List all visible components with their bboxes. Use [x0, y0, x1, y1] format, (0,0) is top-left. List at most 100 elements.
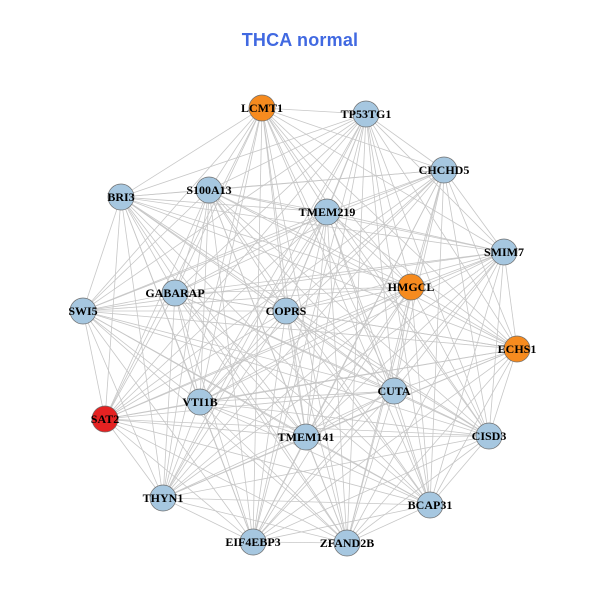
edge-SMIM7-GABARAP	[174, 251, 505, 294]
edge-TP53TG1-CISD3	[365, 113, 490, 437]
edge-SWI5-ZFAND2B	[82, 310, 348, 544]
edge-TMEM219-THYN1	[162, 211, 328, 499]
edge-SMIM7-CISD3	[488, 251, 505, 437]
edge-ECHS1-CISD3	[488, 348, 518, 437]
node-label-EIF4EBP3: EIF4EBP3	[225, 535, 280, 549]
edge-ECHS1-ZFAND2B	[346, 348, 518, 544]
edge-LCMT1-COPRS	[261, 107, 287, 312]
node-label-ZFAND2B: ZFAND2B	[320, 536, 374, 550]
edge-BRI3-ECHS1	[120, 196, 518, 350]
edge-CUTA-VTI1B	[199, 390, 395, 403]
edge-GABARAP-EIF4EBP3	[174, 292, 254, 543]
edge-BRI3-SMIM7	[120, 196, 505, 253]
edge-VTI1B-BCAP31	[199, 401, 431, 506]
edge-HMGCL-CISD3	[410, 286, 490, 437]
edge-BCAP31-EIF4EBP3	[252, 504, 431, 543]
edge-S100A13-SMIM7	[208, 189, 505, 253]
node-GABARAP	[161, 279, 189, 307]
edge-TMEM141-BCAP31	[305, 436, 431, 506]
edge-S100A13-CISD3	[208, 189, 490, 437]
edge-TP53TG1-GABARAP	[174, 113, 367, 294]
edge-SWI5-CISD3	[82, 310, 490, 437]
edge-SWI5-SAT2	[82, 310, 106, 420]
edge-TP53TG1-CHCHD5	[365, 113, 445, 171]
edge-SMIM7-ZFAND2B	[346, 251, 505, 544]
node-label-SAT2: SAT2	[91, 412, 119, 426]
edge-COPRS-TMEM141	[285, 310, 307, 438]
edge-ECHS1-EIF4EBP3	[252, 348, 518, 543]
edge-CHCHD5-SMIM7	[443, 169, 505, 253]
edge-TP53TG1-BRI3	[120, 113, 367, 198]
edge-LCMT1-VTI1B	[199, 107, 263, 403]
edge-GABARAP-HMGCL	[174, 286, 412, 294]
edge-LCMT1-HMGCL	[261, 107, 412, 288]
edge-BRI3-TMEM219	[120, 196, 328, 213]
edge-BRI3-ZFAND2B	[120, 196, 348, 544]
edge-TMEM219-ZFAND2B	[326, 211, 348, 544]
node-S100A13	[195, 176, 223, 204]
edge-THYN1-EIF4EBP3	[162, 497, 254, 543]
edge-SMIM7-VTI1B	[199, 251, 505, 403]
edge-BCAP31-ZFAND2B	[346, 504, 431, 544]
edge-HMGCL-ECHS1	[410, 286, 518, 350]
edge-CHCHD5-ECHS1	[443, 169, 518, 350]
edge-TP53TG1-HMGCL	[365, 113, 412, 288]
edge-TP53TG1-ZFAND2B	[346, 113, 367, 544]
edge-GABARAP-BCAP31	[174, 292, 431, 506]
edge-ECHS1-CUTA	[393, 348, 518, 392]
edge-TMEM141-EIF4EBP3	[252, 436, 307, 543]
edge-LCMT1-EIF4EBP3	[252, 107, 263, 543]
edge-SAT2-BCAP31	[104, 418, 431, 506]
edge-LCMT1-CISD3	[261, 107, 490, 437]
edge-CHCHD5-EIF4EBP3	[252, 169, 445, 543]
edge-TMEM219-SAT2	[104, 211, 328, 420]
edge-TMEM219-CUTA	[326, 211, 395, 392]
edge-LCMT1-ECHS1	[261, 107, 518, 350]
edge-GABARAP-THYN1	[162, 292, 176, 499]
edge-CUTA-EIF4EBP3	[252, 390, 395, 543]
edge-CHCHD5-COPRS	[285, 169, 445, 312]
node-SAT2	[91, 405, 119, 433]
edge-TP53TG1-S100A13	[208, 113, 367, 191]
edge-LCMT1-TMEM219	[261, 107, 328, 213]
node-TP53TG1	[352, 100, 380, 128]
edge-LCMT1-SWI5	[82, 107, 263, 312]
node-ZFAND2B	[333, 529, 361, 557]
edge-BRI3-SWI5	[82, 196, 122, 312]
edge-SWI5-CUTA	[82, 310, 395, 392]
node-SWI5	[69, 297, 97, 325]
chart-title: THCA normal	[241, 30, 359, 50]
edge-LCMT1-CUTA	[261, 107, 395, 392]
edge-TMEM219-CISD3	[326, 211, 490, 437]
edge-TMEM141-CISD3	[305, 435, 490, 438]
edge-THYN1-BCAP31	[162, 497, 431, 506]
node-LCMT1	[248, 94, 276, 122]
edge-GABARAP-SAT2	[104, 292, 176, 420]
edge-BRI3-BCAP31	[120, 196, 431, 506]
edge-VTI1B-CISD3	[199, 401, 490, 437]
edge-TMEM219-SMIM7	[326, 211, 505, 253]
node-label-GABARAP: GABARAP	[145, 286, 204, 300]
edge-LCMT1-BRI3	[120, 107, 263, 198]
edge-GABARAP-CISD3	[174, 292, 490, 437]
node-label-SMIM7: SMIM7	[484, 245, 524, 259]
edge-LCMT1-TP53TG1	[261, 107, 367, 115]
edge-VTI1B-EIF4EBP3	[199, 401, 254, 543]
edge-VTI1B-THYN1	[162, 401, 201, 499]
edge-SAT2-ZFAND2B	[104, 418, 348, 544]
edge-CHCHD5-ZFAND2B	[346, 169, 445, 544]
node-BRI3	[107, 183, 135, 211]
node-CISD3	[475, 422, 503, 450]
edges-layer	[82, 107, 518, 544]
edge-CHCHD5-GABARAP	[174, 169, 445, 294]
edge-CISD3-THYN1	[162, 435, 490, 499]
edge-S100A13-SAT2	[104, 189, 210, 420]
edge-TMEM219-COPRS	[285, 211, 328, 312]
edge-SAT2-TMEM141	[104, 418, 307, 438]
edge-BRI3-COPRS	[120, 196, 287, 312]
edge-HMGCL-EIF4EBP3	[252, 286, 412, 543]
edge-GABARAP-TMEM141	[174, 292, 307, 438]
edge-SWI5-EIF4EBP3	[82, 310, 254, 543]
edge-S100A13-BRI3	[120, 189, 210, 198]
